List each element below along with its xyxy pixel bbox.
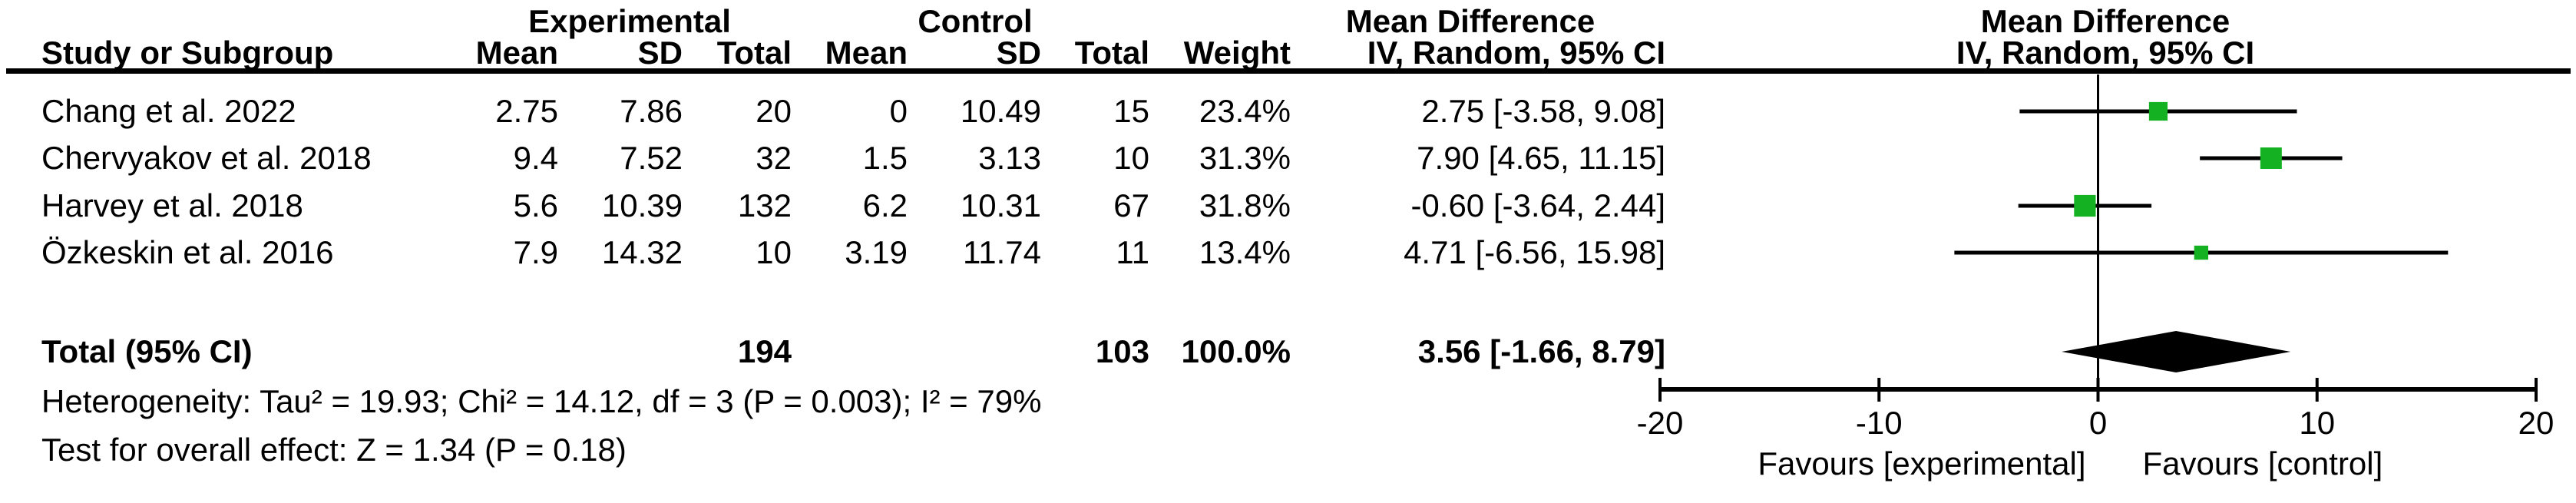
header-ctl-sd: SD: [996, 35, 1041, 71]
header-ctl-total: Total: [1074, 35, 1149, 71]
ctl-mean: 6.2: [862, 187, 908, 223]
exp-mean: 5.6: [513, 187, 558, 223]
header-group-mean-difference-text: Mean Difference: [1345, 3, 1596, 39]
total-ctl-total: 103: [1095, 333, 1149, 369]
total-ci-text: 3.56 [-1.66, 8.79]: [1417, 333, 1665, 369]
header-study-or-subgroup: Study or Subgroup: [41, 35, 334, 71]
ctl-sd: 10.49: [960, 93, 1041, 129]
total-label: Total (95% CI): [41, 333, 253, 369]
ci-text: 2.75 [-3.58, 9.08]: [1421, 93, 1665, 129]
heterogeneity-text: Heterogeneity: Tau² = 19.93; Chi² = 14.1…: [41, 383, 1042, 419]
header-exp-total: Total: [716, 35, 792, 71]
exp-sd: 7.86: [620, 93, 683, 129]
exp-mean: 7.9: [513, 234, 558, 270]
ctl-sd: 3.13: [978, 140, 1041, 176]
exp-sd: 14.32: [601, 234, 683, 270]
ctl-total: 67: [1113, 187, 1149, 223]
header-group-mean-difference-plot: Mean Difference: [1980, 3, 2230, 39]
ctl-mean: 0: [889, 93, 908, 129]
study-marker: [2074, 194, 2096, 217]
ci-text: 7.90 [4.65, 11.15]: [1417, 140, 1665, 176]
exp-total: 20: [756, 93, 792, 129]
study-name: Harvey et al. 2018: [41, 187, 303, 223]
ctl-mean: 3.19: [845, 234, 908, 270]
study-marker: [2260, 147, 2282, 169]
axis-tick-label: -20: [1637, 405, 1684, 441]
exp-total: 32: [756, 140, 792, 176]
header-ctl-mean: Mean: [825, 35, 908, 71]
header-exp-mean: Mean: [475, 35, 558, 71]
ctl-total: 10: [1113, 140, 1149, 176]
exp-mean: 9.4: [513, 140, 558, 176]
exp-total: 10: [756, 234, 792, 270]
axis-tick-label: 10: [2299, 405, 2335, 441]
study-name: Özkeskin et al. 2016: [41, 234, 334, 270]
header-exp-sd: SD: [637, 35, 683, 71]
header-group-experimental: Experimental: [528, 3, 731, 39]
study-name: Chang et al. 2022: [41, 93, 296, 129]
header-weight: Weight: [1183, 35, 1291, 71]
ctl-total: 15: [1113, 93, 1149, 129]
total-diamond: [2062, 331, 2291, 372]
favours-control-label: Favours [control]: [2143, 445, 2383, 481]
total-weight: 100.0%: [1181, 333, 1291, 369]
axis-tick-label: 20: [2518, 405, 2555, 441]
header-iv-random-ci: IV, Random, 95% CI: [1367, 35, 1665, 71]
overall-effect-text: Test for overall effect: Z = 1.34 (P = 0…: [41, 432, 627, 468]
ci-text: -0.60 [-3.64, 2.44]: [1410, 187, 1665, 223]
ctl-mean: 1.5: [862, 140, 908, 176]
weight: 13.4%: [1199, 234, 1291, 270]
ctl-sd: 11.74: [963, 234, 1041, 270]
favours-experimental-label: Favours [experimental]: [1758, 445, 2085, 481]
ctl-sd: 10.31: [960, 187, 1041, 223]
header-rule: [6, 68, 2571, 74]
header-group-control: Control: [918, 3, 1033, 39]
weight: 31.3%: [1199, 140, 1291, 176]
exp-mean: 2.75: [495, 93, 558, 129]
exp-total: 132: [737, 187, 792, 223]
header-iv-random-ci-plot: IV, Random, 95% CI: [1956, 35, 2255, 71]
axis-tick-label: -10: [1856, 405, 1903, 441]
exp-sd: 7.52: [620, 140, 683, 176]
exp-sd: 10.39: [601, 187, 683, 223]
weight: 23.4%: [1199, 93, 1291, 129]
study-name: Chervyakov et al. 2018: [41, 140, 372, 176]
ctl-total: 11: [1116, 234, 1149, 270]
ci-text: 4.71 [-6.56, 15.98]: [1404, 234, 1665, 270]
total-exp-total: 194: [737, 333, 792, 369]
axis-tick-label: 0: [2089, 405, 2107, 441]
study-marker: [2194, 245, 2209, 260]
study-marker: [2148, 101, 2168, 121]
weight: 31.8%: [1199, 187, 1291, 223]
